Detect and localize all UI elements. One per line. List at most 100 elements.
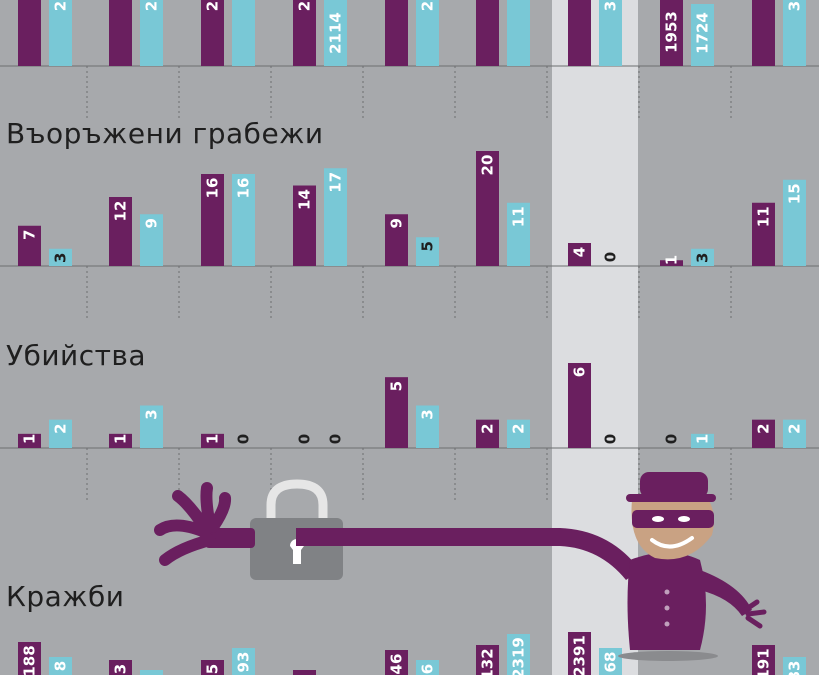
theft-bar-a — [476, 645, 499, 675]
top-bar-a-label: 2 — [204, 1, 222, 11]
robbery-bar-a — [293, 185, 316, 266]
murder-bar-a-label: 6 — [571, 367, 589, 377]
murder-bar-a-label: 1 — [112, 434, 130, 444]
sleeve — [205, 528, 255, 548]
robbery-bar-a-label: 4 — [571, 247, 589, 257]
murder-bar-a-label: 1 — [21, 434, 39, 444]
padlock-shackle — [266, 479, 328, 520]
coat-button — [664, 589, 670, 595]
robbery-bar-b-label: 15 — [786, 183, 804, 204]
burglar-illustration — [154, 472, 767, 661]
theft-bar-a — [293, 670, 316, 675]
top-bar-b — [507, 0, 530, 66]
robbery-bar-a — [568, 243, 591, 266]
robbery-bar-b-label: 3 — [52, 253, 70, 263]
robbery-bar-a — [660, 260, 683, 266]
top-bar-b-label: 2114 — [327, 12, 345, 54]
top-bar-a — [385, 0, 408, 66]
theft-bar-label: 46 — [388, 654, 406, 675]
top-bar-b — [691, 4, 714, 66]
robbery-bar-b-label: 9 — [143, 218, 161, 228]
top-bar-a — [18, 0, 41, 66]
robbery-bar-a — [385, 214, 408, 266]
top-bar-a — [660, 0, 683, 66]
murder-bar-b-label: 3 — [419, 409, 437, 419]
top-bar-a — [476, 0, 499, 66]
robbery-bar-a-label: 14 — [296, 189, 314, 210]
murder-bar-a-label: 2 — [479, 423, 497, 433]
top-bar-b-label: 3 — [786, 1, 804, 11]
robbery-bar-a — [109, 197, 132, 266]
top-bar-b-label: 1724 — [694, 12, 712, 54]
theft-bar-label: 2391 — [571, 635, 589, 675]
top-bar-b — [783, 0, 806, 66]
murder-bar-a — [18, 433, 41, 448]
top-bar-a — [752, 0, 775, 66]
murder-bar-b — [507, 419, 530, 448]
theft-bar-label: 2319 — [510, 637, 528, 675]
murder-bar-b-label: 2 — [510, 423, 528, 433]
robbery-bar-b — [140, 214, 163, 266]
top-bar-b-label: 3 — [602, 1, 620, 11]
robbery-bar-b — [416, 237, 439, 266]
burglar-hat — [640, 472, 708, 498]
robbery-bar-a-label: 16 — [204, 178, 222, 199]
theft-bar-a — [568, 632, 591, 675]
theft-bar-label: 93 — [235, 652, 253, 673]
robbery-bar-a — [18, 225, 41, 266]
theft-bar-b — [49, 657, 72, 675]
top-bar-a — [109, 0, 132, 66]
burglar-fingers — [742, 599, 767, 629]
murder-bar-b — [416, 405, 439, 448]
theft-bar-a — [201, 660, 224, 675]
arm-over-lock — [296, 528, 556, 546]
theft-bar-label: 132 — [479, 648, 497, 675]
top-bar-b-label: 2 — [419, 1, 437, 11]
theft-bar-b — [416, 660, 439, 675]
murder-bar-b-label: 2 — [786, 423, 804, 433]
burglar-grin — [650, 536, 694, 549]
murder-bar-a — [752, 419, 775, 448]
coat-button — [664, 605, 670, 611]
robbery-bar-b-label: 5 — [419, 241, 437, 251]
robbery-bar-b-label: 3 — [694, 253, 712, 263]
burglar-eye-right — [678, 516, 690, 522]
robbery-bar-a — [201, 174, 224, 266]
robbery-bar-a-label: 20 — [479, 155, 497, 176]
theft-bar-b — [507, 634, 530, 675]
top-bar-a — [201, 0, 224, 66]
murder-bar-a — [476, 419, 499, 448]
murder-bar-a-label: 2 — [755, 423, 773, 433]
theft-bar-a — [18, 642, 41, 675]
murder-bar-b-label: 0 — [602, 434, 620, 444]
top-bar-b — [49, 0, 72, 66]
top-bar-a — [568, 0, 591, 66]
theft-bar-label: 191 — [755, 648, 773, 675]
top-bar-a-label: 1953 — [663, 11, 681, 53]
section-title-armed-robberies: Въоръжени грабежи — [6, 117, 324, 150]
section-title-thefts: Кражби — [6, 580, 125, 613]
robbery-bar-b — [783, 179, 806, 266]
theft-bar-a — [109, 660, 132, 675]
robbery-bar-b-label: 16 — [235, 178, 253, 199]
top-bar-b — [232, 0, 255, 66]
murder-bar-b — [140, 405, 163, 448]
robbery-bar-a-label: 9 — [388, 218, 406, 228]
top-bar-a-label: 2 — [296, 1, 314, 11]
theft-bar-label: 188 — [21, 645, 39, 675]
top-bar-b — [140, 0, 163, 66]
robbery-bar-b-label: 17 — [327, 172, 345, 193]
gloved-hand — [154, 482, 232, 566]
theft-bar-label: 68 — [602, 652, 620, 673]
theft-bar-label: 3 — [112, 664, 130, 674]
theft-bar-a — [752, 645, 775, 675]
theft-bar-label: 83 — [786, 661, 804, 675]
theft-bar-b — [783, 657, 806, 675]
theft-bar-b — [599, 648, 622, 675]
burglar-shadow — [618, 651, 718, 661]
burglar-hat-brim — [626, 494, 716, 502]
robbery-bar-a — [476, 151, 499, 266]
burglar-eye-left — [652, 516, 664, 522]
